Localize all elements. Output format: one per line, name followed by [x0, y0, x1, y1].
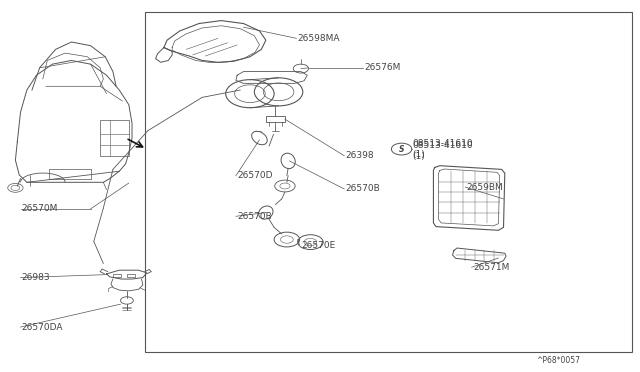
Text: 26570E: 26570E: [301, 241, 335, 250]
Bar: [100, 119, 129, 157]
Text: 26576M: 26576M: [365, 63, 401, 72]
Bar: [145, 13, 632, 352]
Text: 08513-41610
(1): 08513-41610 (1): [412, 140, 473, 159]
Text: 08513-41610
(1): 08513-41610 (1): [412, 141, 473, 161]
Text: 26570B: 26570B: [237, 212, 272, 221]
Text: 2659BM: 2659BM: [467, 183, 503, 192]
Text: 26398: 26398: [346, 151, 374, 160]
Bar: [266, 116, 285, 122]
Text: 26570M: 26570M: [22, 204, 58, 214]
Text: 26983: 26983: [22, 273, 51, 282]
Bar: [127, 273, 134, 277]
Text: ^P68*0057: ^P68*0057: [537, 356, 580, 365]
Text: 26598MA: 26598MA: [298, 34, 340, 43]
Text: 26570D: 26570D: [237, 171, 273, 180]
Bar: [113, 273, 120, 277]
Text: S: S: [399, 145, 404, 154]
Text: 26570B: 26570B: [346, 185, 380, 193]
Text: 26571M: 26571M: [473, 263, 509, 272]
Text: 26570DA: 26570DA: [22, 323, 63, 331]
